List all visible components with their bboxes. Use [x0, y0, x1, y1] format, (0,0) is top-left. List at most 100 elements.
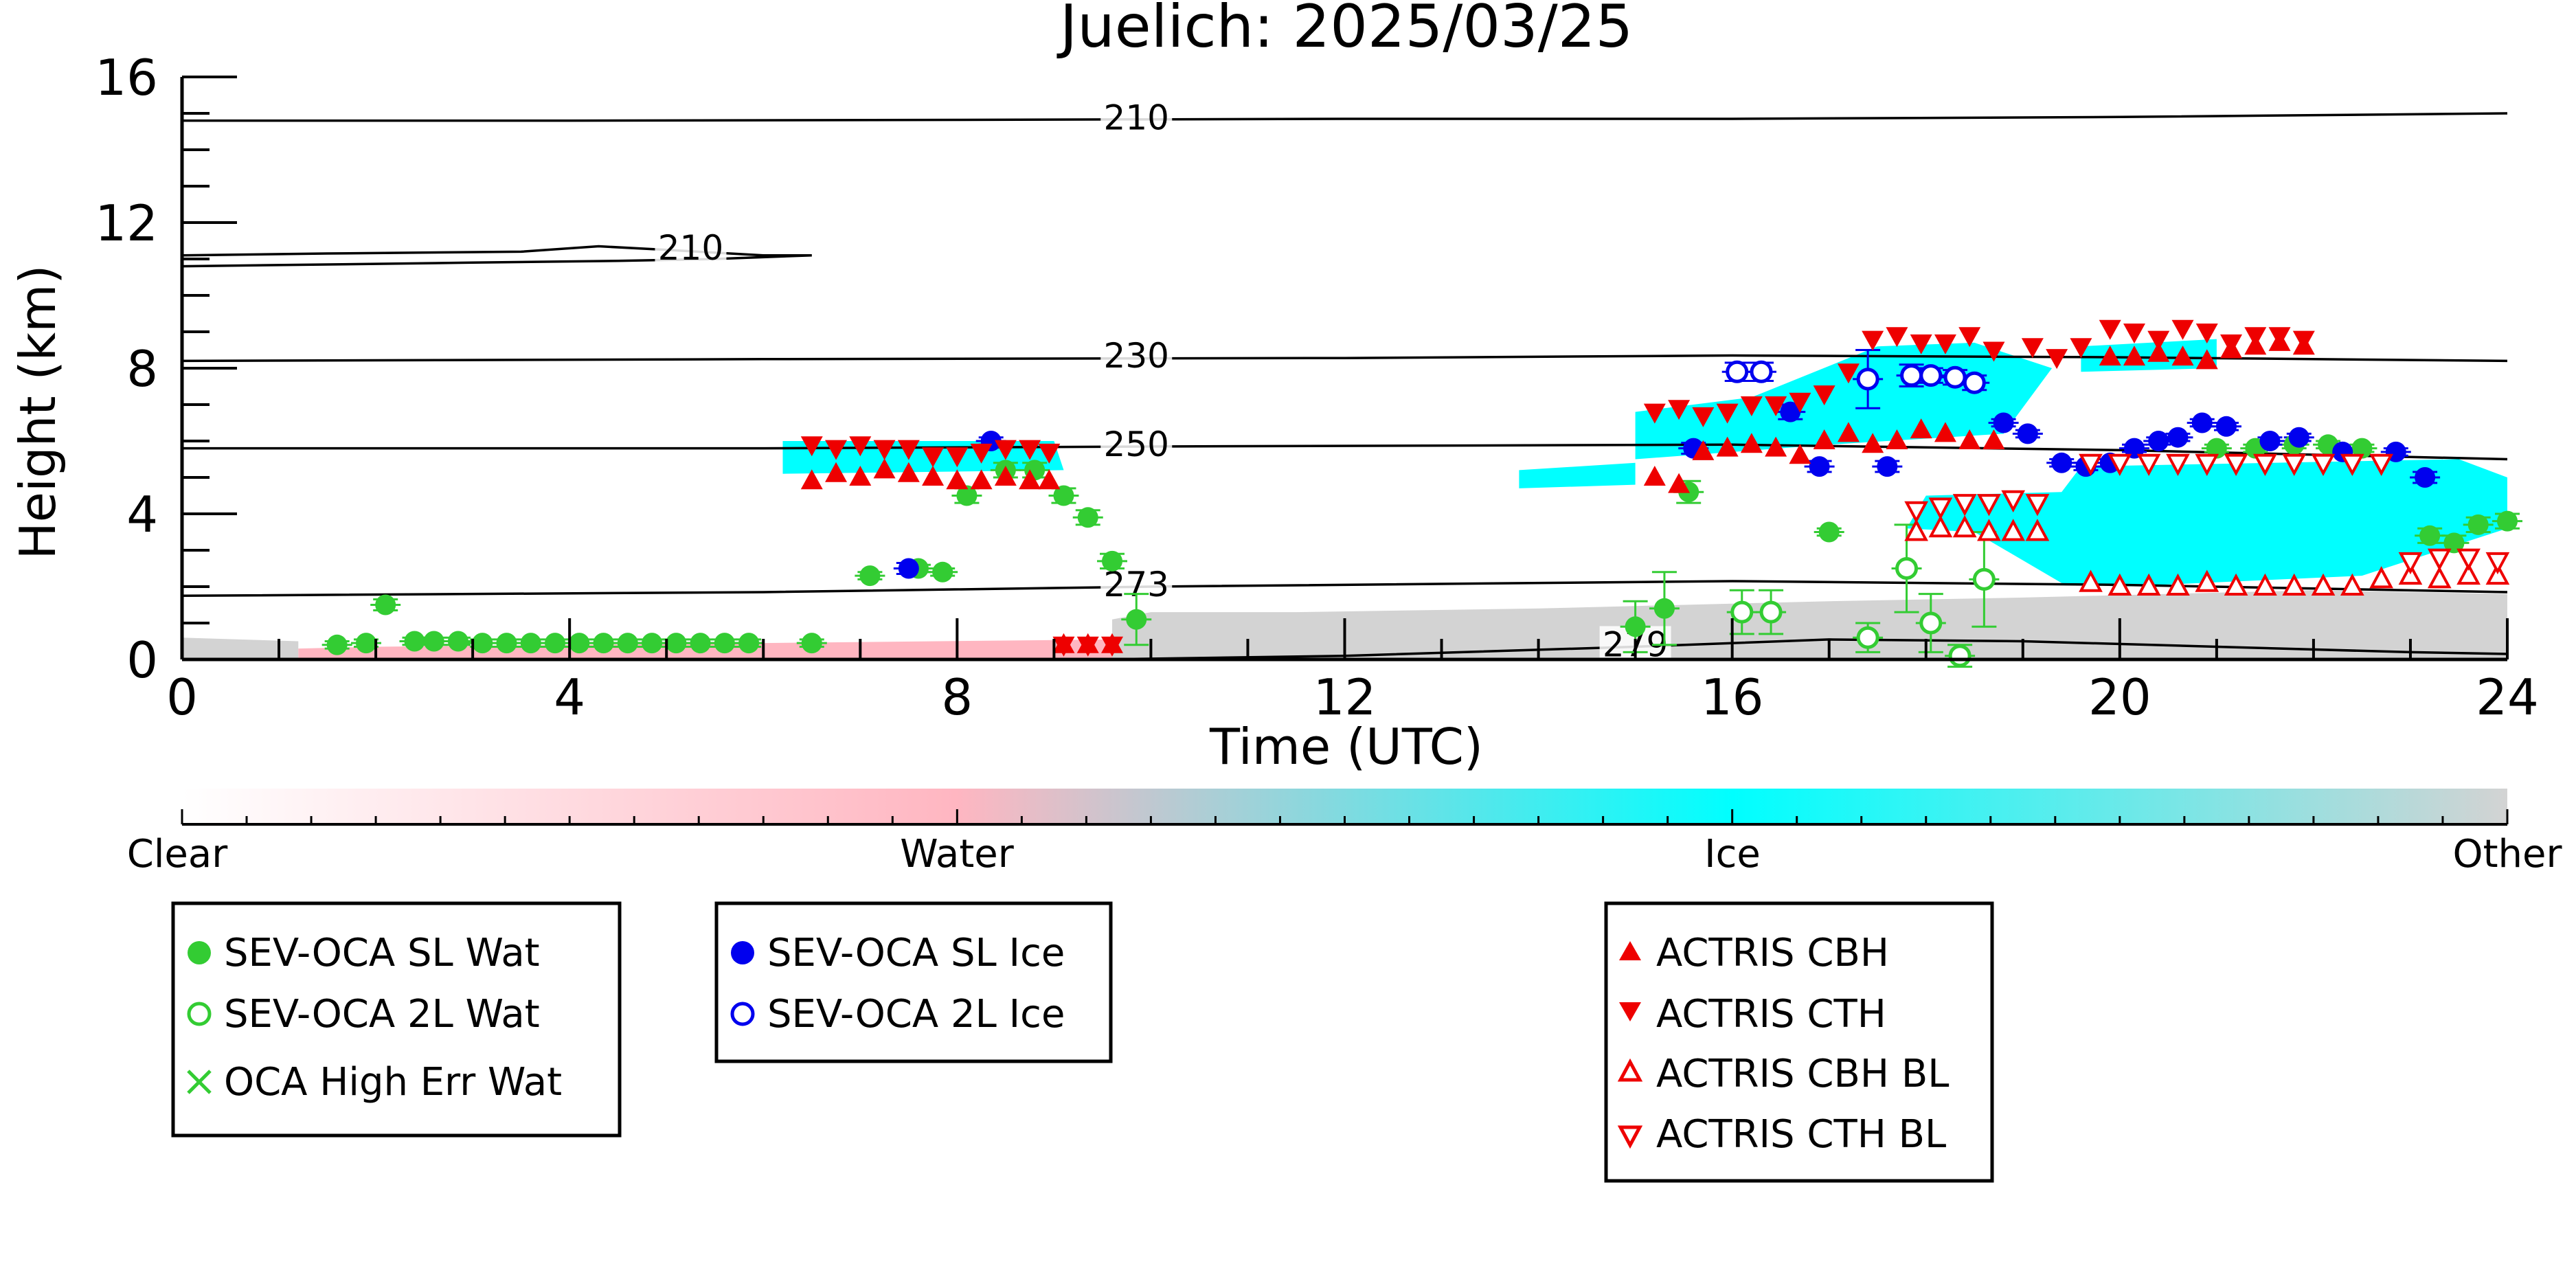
- legend-label-sev-oca-2l-wat: SEV-OCA 2L Wat: [224, 992, 540, 1037]
- marker-actris-cth-36: [2195, 324, 2218, 343]
- marker-actris-cth-10: [1038, 443, 1061, 464]
- marker-actris-cth-4: [897, 440, 920, 460]
- marker-actris-cth-9: [1019, 440, 1041, 460]
- marker-actris-cbh-bl-11: [2224, 573, 2248, 596]
- legend-marker-sev-oca-2l-ice: [730, 1002, 755, 1026]
- marker-actris-cth-21: [1813, 385, 1835, 406]
- marker-actris-cth-22: [1837, 363, 1860, 384]
- marker-actris-cth-bl-13: [2282, 453, 2307, 477]
- marker-sev-oca-2l-ice-5: [1943, 365, 1967, 389]
- marker-actris-cbh-bl-15: [2340, 573, 2364, 596]
- y-tick-label-16: 16: [95, 49, 158, 106]
- marker-actris-cth-5: [922, 447, 945, 468]
- legend-label-sev-oca-2l-ice: SEV-OCA 2L Ice: [767, 992, 1065, 1037]
- legend-label-actris-cbh: ACTRIS CBH: [1656, 931, 1889, 975]
- marker-actris-cbh-bl-13: [2282, 573, 2307, 596]
- region-other-5: [1112, 590, 2507, 659]
- marker-actris-cth-bl-0: [1904, 501, 1928, 523]
- marker-actris-cth-bl-14: [2311, 453, 2336, 477]
- marker-actris-cbh-0: [800, 469, 823, 490]
- x-tick-label-16: 16: [1701, 668, 1764, 726]
- marker-actris-cth-35: [2171, 319, 2194, 340]
- marker-sev-oca-sl-ice-14: [2191, 412, 2213, 433]
- marker-actris-cbh-33: [2195, 349, 2218, 370]
- legend-marker-actris-cth-bl: [1617, 1125, 1643, 1149]
- contour-line-1: [181, 245, 812, 268]
- marker-actris-cth-29: [2021, 338, 2044, 359]
- marker-actris-cbh-29: [2099, 346, 2121, 366]
- marker-actris-cbh-14: [1643, 466, 1666, 486]
- region-ice-2: [2081, 339, 2217, 372]
- marker-actris-cth-bl-10: [2195, 453, 2219, 477]
- marker-sev-oca-sl-wat-37: [2351, 438, 2373, 459]
- legend-marker-actris-cth: [1619, 1002, 1641, 1021]
- axes: [180, 76, 2509, 662]
- marker-actris-cbh-bl-10: [2195, 569, 2219, 592]
- marker-actris-cth-23: [1862, 330, 1884, 351]
- chart-title: Juelich: 2025/03/25: [1057, 0, 1633, 61]
- marker-actris-cbh-7: [970, 469, 993, 490]
- marker-sev-oca-2l-ice-0: [1726, 360, 1749, 383]
- marker-actris-cbh-bl-12: [2253, 573, 2277, 596]
- legend-ice-box: [714, 901, 1113, 1063]
- marker-sev-oca-2l-ice-1: [1750, 360, 1773, 383]
- marker-actris-cbh-bl-19: [2456, 562, 2481, 585]
- region-ice-4: [1519, 462, 1636, 488]
- marker-sev-oca-sl-wat-12: [617, 633, 638, 654]
- marker-sev-oca-sl-wat-38: [2419, 525, 2441, 546]
- marker-actris-cth-bl-3: [1977, 494, 2001, 517]
- marker-actris-cth-37: [2220, 334, 2243, 354]
- legend-label-actris-cth: ACTRIS CTH: [1656, 992, 1886, 1037]
- marker-sev-oca-sl-wat-32: [1818, 521, 1840, 543]
- marker-sev-oca-sl-wat-39: [2443, 532, 2465, 554]
- marker-sev-oca-2l-ice-6: [1963, 371, 1986, 394]
- marker-actris-cbh-4: [897, 462, 920, 482]
- marker-actris-cth-40: [2292, 330, 2315, 351]
- marker-sev-oca-sl-ice-11: [2123, 438, 2145, 459]
- marker-actris-cth-27: [1958, 327, 1981, 348]
- marker-actris-cth-bl-15: [2340, 453, 2364, 477]
- marker-actris-cbh-10: [1038, 469, 1061, 490]
- marker-actris-cth-bl-20: [2485, 552, 2510, 575]
- legend-marker-sev-oca-sl-ice: [731, 941, 754, 964]
- marker-actris-cbh-3: [873, 458, 896, 479]
- marker-actris-cth-bl-2: [1952, 494, 1977, 517]
- colorbar-ticks: [181, 809, 2509, 824]
- marker-sev-oca-2l-ice-3: [1900, 364, 1923, 387]
- marker-sev-oca-sl-ice-5: [1877, 456, 1898, 477]
- y-tick-label-12: 12: [95, 194, 158, 252]
- marker-sev-oca-sl-wat-40: [2467, 514, 2489, 535]
- marker-actris-cth-bl-4: [2001, 490, 2026, 513]
- contour-label-bg-3: [1100, 425, 1173, 459]
- contour-line-0: [182, 112, 2508, 122]
- marker-actris-cbh-bl-14: [2311, 573, 2336, 596]
- legend-marker-sev-oca-sl-wat: [188, 941, 211, 964]
- marker-sev-oca-sl-wat-28: [1126, 609, 1147, 630]
- x-tick-labels: 0 4 8 12 16 20 24: [166, 668, 2539, 726]
- marker-actris-cth-bl-16: [2369, 453, 2393, 477]
- marker-sev-oca-sl-ice-20: [2415, 467, 2436, 488]
- y-tick-labels: 0 4 8 12 16: [95, 49, 158, 689]
- marker-actris-cbh-1: [825, 462, 848, 482]
- marker-sev-oca-sl-wat-27: [1102, 550, 1122, 572]
- legend-label-actris-cbh-bl: ACTRIS CBH BL: [1656, 1052, 1949, 1096]
- marker-actris-cbh-30: [2123, 346, 2145, 366]
- marker-sev-oca-sl-wat-26: [1077, 507, 1098, 528]
- marker-sev-oca-sl-ice-4: [1809, 456, 1830, 477]
- contour-label-3: 250: [1104, 425, 1169, 464]
- legend-actris: ACTRIS CBH ACTRIS CTH ACTRIS CBH BL ACTR…: [1604, 901, 1994, 1183]
- colorbar-label-ice: Ice: [1704, 832, 1761, 877]
- contour-label-1: 210: [658, 228, 723, 268]
- marker-actris-cth-bl-12: [2253, 453, 2277, 477]
- marker-actris-cth-19: [1765, 396, 1787, 416]
- legend-marker-actris-cbh: [1619, 941, 1641, 960]
- marker-sev-oca-2l-wat-6: [1972, 567, 1996, 591]
- markers: [326, 319, 2518, 668]
- marker-actris-cbh-27: [1958, 429, 1981, 449]
- marker-actris-cbh-20: [1789, 444, 1811, 464]
- marker-actris-cbh-26: [1934, 422, 1956, 442]
- marker-actris-cth-39: [2268, 327, 2291, 348]
- x-tick-label-20: 20: [2088, 668, 2151, 726]
- legend-marker-sev-oca-2l-wat: [187, 1002, 212, 1026]
- marker-actris-cth-bl-11: [2224, 453, 2248, 477]
